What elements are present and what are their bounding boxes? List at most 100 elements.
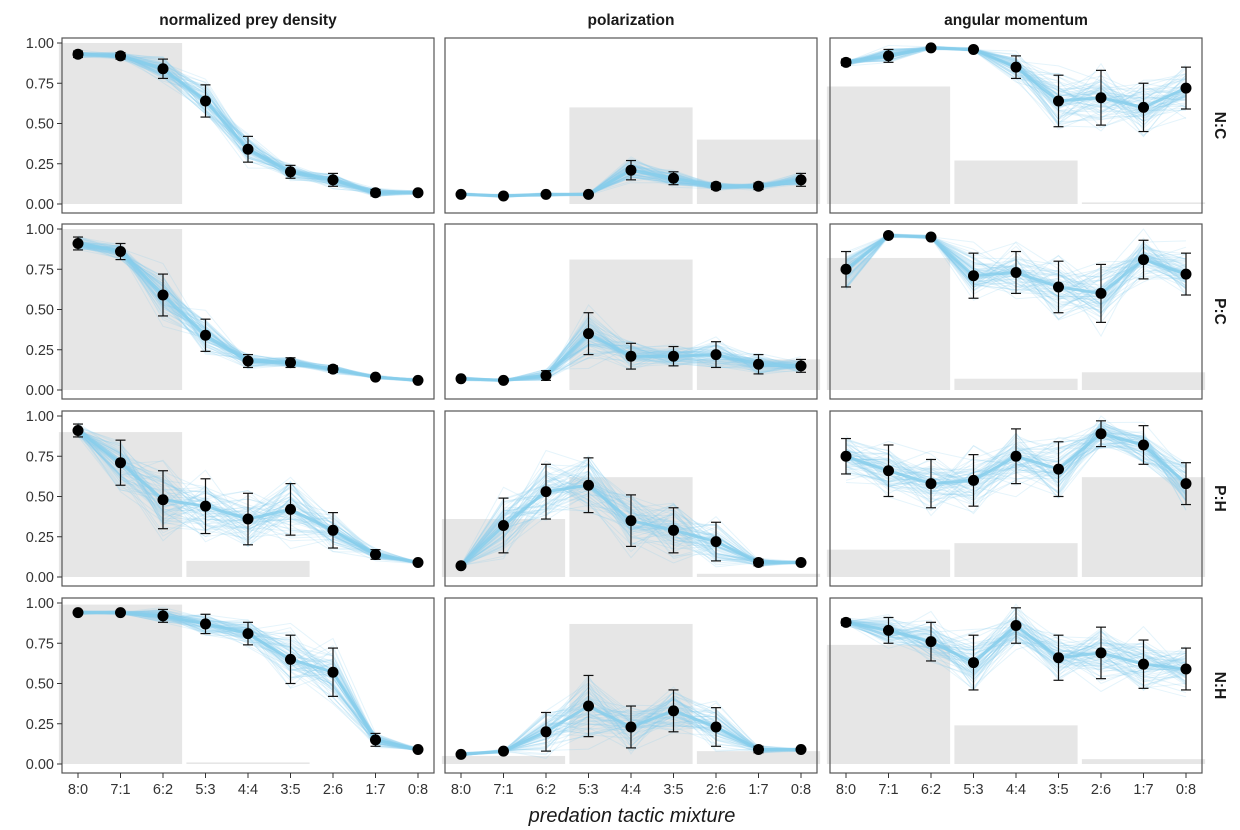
data-point: [412, 557, 424, 569]
y-tick-label: 1.00: [26, 222, 54, 238]
x-tick-label: 6:2: [153, 782, 173, 798]
y-tick-label: 0.75: [26, 76, 54, 92]
data-point: [668, 705, 679, 717]
background-bar: [954, 543, 1078, 577]
x-tick-label: 4:4: [1006, 782, 1026, 798]
data-point: [242, 513, 254, 525]
panel: [444, 37, 821, 214]
y-tick-label: 0.50: [26, 490, 54, 506]
panel-frame: [444, 37, 818, 214]
panel: [58, 410, 435, 587]
data-point: [625, 721, 637, 733]
data-point: [1180, 663, 1192, 675]
x-tick-label: 6:2: [536, 782, 556, 798]
panel: [441, 597, 821, 774]
data-point: [968, 657, 979, 669]
data-point: [925, 636, 937, 648]
ensemble-line: [77, 612, 419, 751]
data-point: [625, 164, 637, 176]
x-tick-label: 3:5: [1048, 782, 1068, 798]
data-point: [285, 503, 296, 515]
data-point: [668, 524, 679, 536]
data-point: [710, 536, 722, 548]
data-point: [1053, 281, 1064, 293]
x-tick-label: 0:8: [791, 782, 811, 798]
data-point: [925, 231, 937, 243]
panel: [441, 410, 821, 587]
background-bar: [186, 762, 310, 764]
ensemble-line: [77, 429, 419, 563]
data-point: [455, 560, 467, 572]
panel: [826, 223, 1206, 400]
data-point: [285, 357, 296, 369]
background-bar: [1081, 202, 1206, 204]
data-point: [285, 166, 296, 178]
column-title: normalized prey density: [159, 12, 337, 29]
row-label: N:C: [1211, 112, 1228, 140]
x-tick-label: 7:1: [878, 782, 898, 798]
data-point: [1053, 95, 1064, 107]
data-point: [1095, 92, 1107, 104]
data-point: [327, 524, 339, 536]
column-title: angular momentum: [944, 12, 1088, 29]
ensemble-line: [77, 431, 419, 565]
y-tick-label: 0.00: [26, 757, 54, 773]
y-tick-label: 1.00: [26, 36, 54, 52]
data-point: [925, 478, 937, 490]
data-point: [1095, 647, 1107, 659]
data-point: [498, 190, 509, 202]
ensemble-line: [845, 236, 1187, 318]
x-tick-label: 2:6: [1091, 782, 1111, 798]
panel-frame: [61, 410, 435, 587]
data-point: [1138, 439, 1149, 451]
data-point: [583, 700, 594, 712]
data-point: [1138, 101, 1149, 113]
data-point: [200, 500, 211, 512]
background-bar: [696, 573, 821, 577]
data-point: [1053, 463, 1064, 475]
data-point: [498, 519, 509, 531]
y-tick-label: 0.75: [26, 449, 54, 465]
panel-frame: [61, 223, 435, 400]
data-point: [753, 180, 764, 192]
background-bar: [1081, 759, 1206, 764]
data-point: [1138, 254, 1149, 266]
panel: [58, 223, 435, 400]
data-point: [72, 237, 84, 249]
data-point: [498, 374, 509, 386]
data-point: [370, 371, 381, 383]
ensemble-line: [460, 681, 802, 755]
data-point: [540, 726, 552, 738]
background-bar: [826, 549, 951, 577]
x-tick-label: 1:7: [748, 782, 768, 798]
data-point: [115, 246, 126, 258]
background-bar: [826, 86, 951, 204]
x-tick-label: 0:8: [408, 782, 428, 798]
x-axis-title: predation tactic mixture: [528, 805, 736, 827]
ensemble-line: [77, 608, 419, 750]
data-point: [710, 721, 722, 733]
x-tick-label: 5:3: [963, 782, 983, 798]
data-point: [370, 187, 381, 199]
data-point: [840, 616, 852, 628]
y-tick-label: 0.75: [26, 262, 54, 278]
panel-frame: [829, 223, 1203, 400]
y-tick-label: 0.25: [26, 530, 54, 546]
panel-frame: [61, 37, 435, 214]
data-point: [795, 360, 807, 372]
y-tick-label: 0.50: [26, 117, 54, 133]
data-point: [1180, 268, 1192, 280]
x-tick-label: 8:0: [451, 782, 471, 798]
panel: [444, 223, 821, 400]
background-bar: [826, 644, 951, 764]
data-point: [1138, 658, 1149, 670]
data-point: [540, 188, 552, 200]
data-point: [883, 624, 894, 636]
panel-frame: [829, 410, 1203, 587]
x-tick-label: 7:1: [493, 782, 513, 798]
row-label: N:H: [1211, 672, 1228, 700]
panel-frame: [444, 410, 818, 587]
ensemble-line: [845, 623, 1187, 687]
data-point: [455, 373, 467, 385]
